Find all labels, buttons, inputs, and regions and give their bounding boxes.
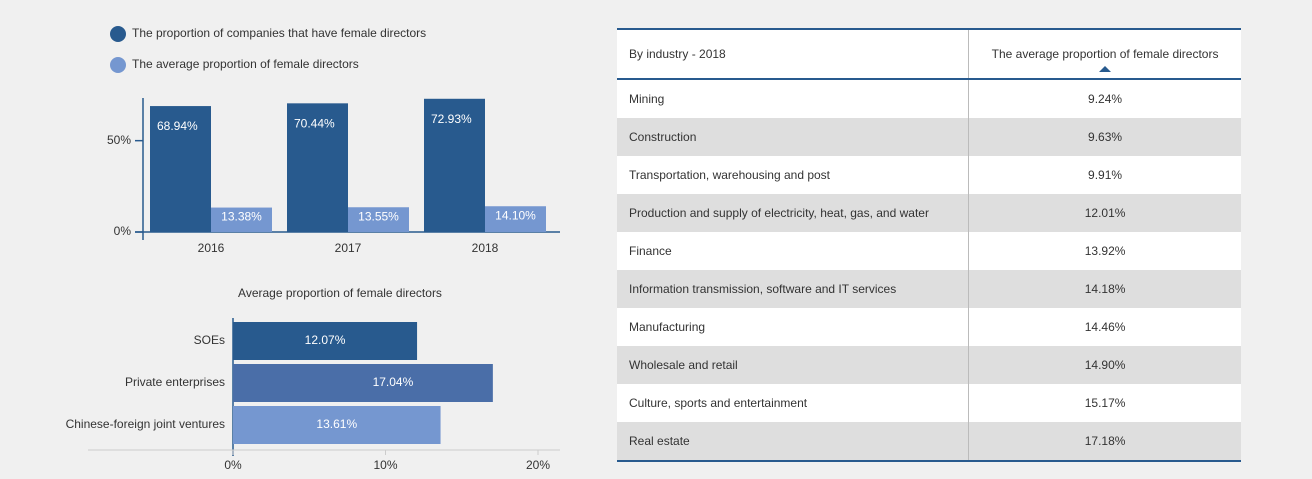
- bar: [233, 364, 493, 402]
- industry-cell: Construction: [617, 118, 969, 156]
- industry-cell: Finance: [629, 244, 672, 258]
- legend-swatch: [110, 57, 126, 73]
- y-tick-label: Chinese-foreign joint ventures: [66, 417, 225, 431]
- data-label: 72.93%: [431, 112, 472, 126]
- table-row: Production and supply of electricity, he…: [617, 194, 1241, 232]
- industry-cell: Mining: [629, 92, 665, 106]
- bar: [348, 207, 409, 232]
- table-row: Manufacturing 14.46%: [617, 308, 1241, 346]
- value-cell: 15.17%: [968, 384, 1241, 422]
- data-label: 13.38%: [221, 210, 262, 224]
- value-cell: 14.18%: [968, 270, 1241, 308]
- x-tick-label: 2016: [198, 241, 225, 255]
- data-label: 70.44%: [294, 117, 335, 131]
- data-label: 17.04%: [373, 375, 414, 389]
- industry-cell: Transportation, warehousing and post: [629, 168, 831, 182]
- legend-label: The average proportion of female directo…: [132, 57, 359, 71]
- value-cell: 14.46%: [968, 308, 1241, 346]
- industry-cell: Culture, sports and entertainment: [629, 396, 808, 410]
- header-text: By industry - 2018: [629, 47, 726, 61]
- bar: [287, 103, 348, 233]
- y-tick-label: 0%: [114, 224, 132, 238]
- value-cell: 9.91%: [968, 156, 1241, 194]
- table-row: Transportation, warehousing and post 9.91…: [617, 156, 1241, 194]
- header-row: By industry - 2018 The average proportio…: [617, 28, 1241, 80]
- value-cell: 17.18%: [968, 422, 1241, 462]
- table-row: Mining 9.24%: [617, 79, 1241, 118]
- table-body: Mining 9.24% Construction 9.63% Transportati…: [617, 79, 1241, 462]
- industry-cell: Real estate: [617, 422, 969, 462]
- x-tick-label: 2018: [472, 241, 499, 255]
- table-row: Construction 9.63%: [617, 118, 1241, 156]
- x-tick-label: 20%: [526, 458, 550, 472]
- data-label: 14.10%: [495, 208, 536, 222]
- table-row: Culture, sports and entertainment 15.17%: [617, 384, 1241, 422]
- y-tick-label: SOEs: [194, 333, 225, 347]
- table-row: Real estate 17.18%: [617, 422, 1241, 462]
- legend-label: The proportion of companies that have fe…: [132, 26, 426, 40]
- data-label: 68.94%: [157, 119, 198, 133]
- y-tick-label: 50%: [107, 133, 131, 147]
- industry-cell: Wholesale and retail: [617, 346, 969, 384]
- value-cell: 9.24%: [968, 79, 1241, 118]
- x-tick-label: 10%: [373, 458, 397, 472]
- bar: [424, 98, 485, 233]
- bar: [233, 322, 418, 360]
- x-tick-label: 2017: [335, 241, 362, 255]
- header-cell: By industry - 2018: [617, 28, 969, 80]
- bar: [211, 207, 272, 232]
- legend-swatch: [110, 26, 126, 42]
- data-label: 12.07%: [305, 333, 346, 347]
- industry-cell: Production and supply of electricity, he…: [617, 194, 969, 232]
- value-cell: 12.01%: [968, 194, 1241, 232]
- charts: Average proportion of female directors 0…: [66, 26, 560, 472]
- y-tick-label: Private enterprises: [125, 375, 225, 389]
- sort-icon: [1099, 66, 1112, 72]
- data-label: 13.61%: [316, 417, 357, 431]
- table-row: Finance 13.92%: [617, 232, 1241, 270]
- value-cell: 13.92%: [968, 232, 1241, 270]
- header-cell[interactable]: The average proportion of female directo…: [968, 28, 1241, 80]
- bar: [233, 406, 441, 444]
- x-tick-label: 0%: [224, 458, 242, 472]
- value-cell: 14.90%: [968, 346, 1241, 384]
- header-text: The average proportion of female directo…: [991, 47, 1219, 61]
- bar: [150, 106, 211, 232]
- table-row: Wholesale and retail 14.90%: [617, 346, 1241, 384]
- industry-cell: Information transmission, software and I…: [617, 270, 969, 308]
- chart-title: Average proportion of female directors: [238, 286, 442, 300]
- data-label: 13.55%: [358, 209, 399, 223]
- industry-table: By industry - 2018 The average proportio…: [617, 28, 1241, 462]
- industry-cell: Manufacturing: [629, 320, 706, 334]
- bar: [485, 206, 546, 232]
- table-row: Information transmission, software and I…: [617, 270, 1241, 308]
- value-cell: 9.63%: [968, 118, 1241, 156]
